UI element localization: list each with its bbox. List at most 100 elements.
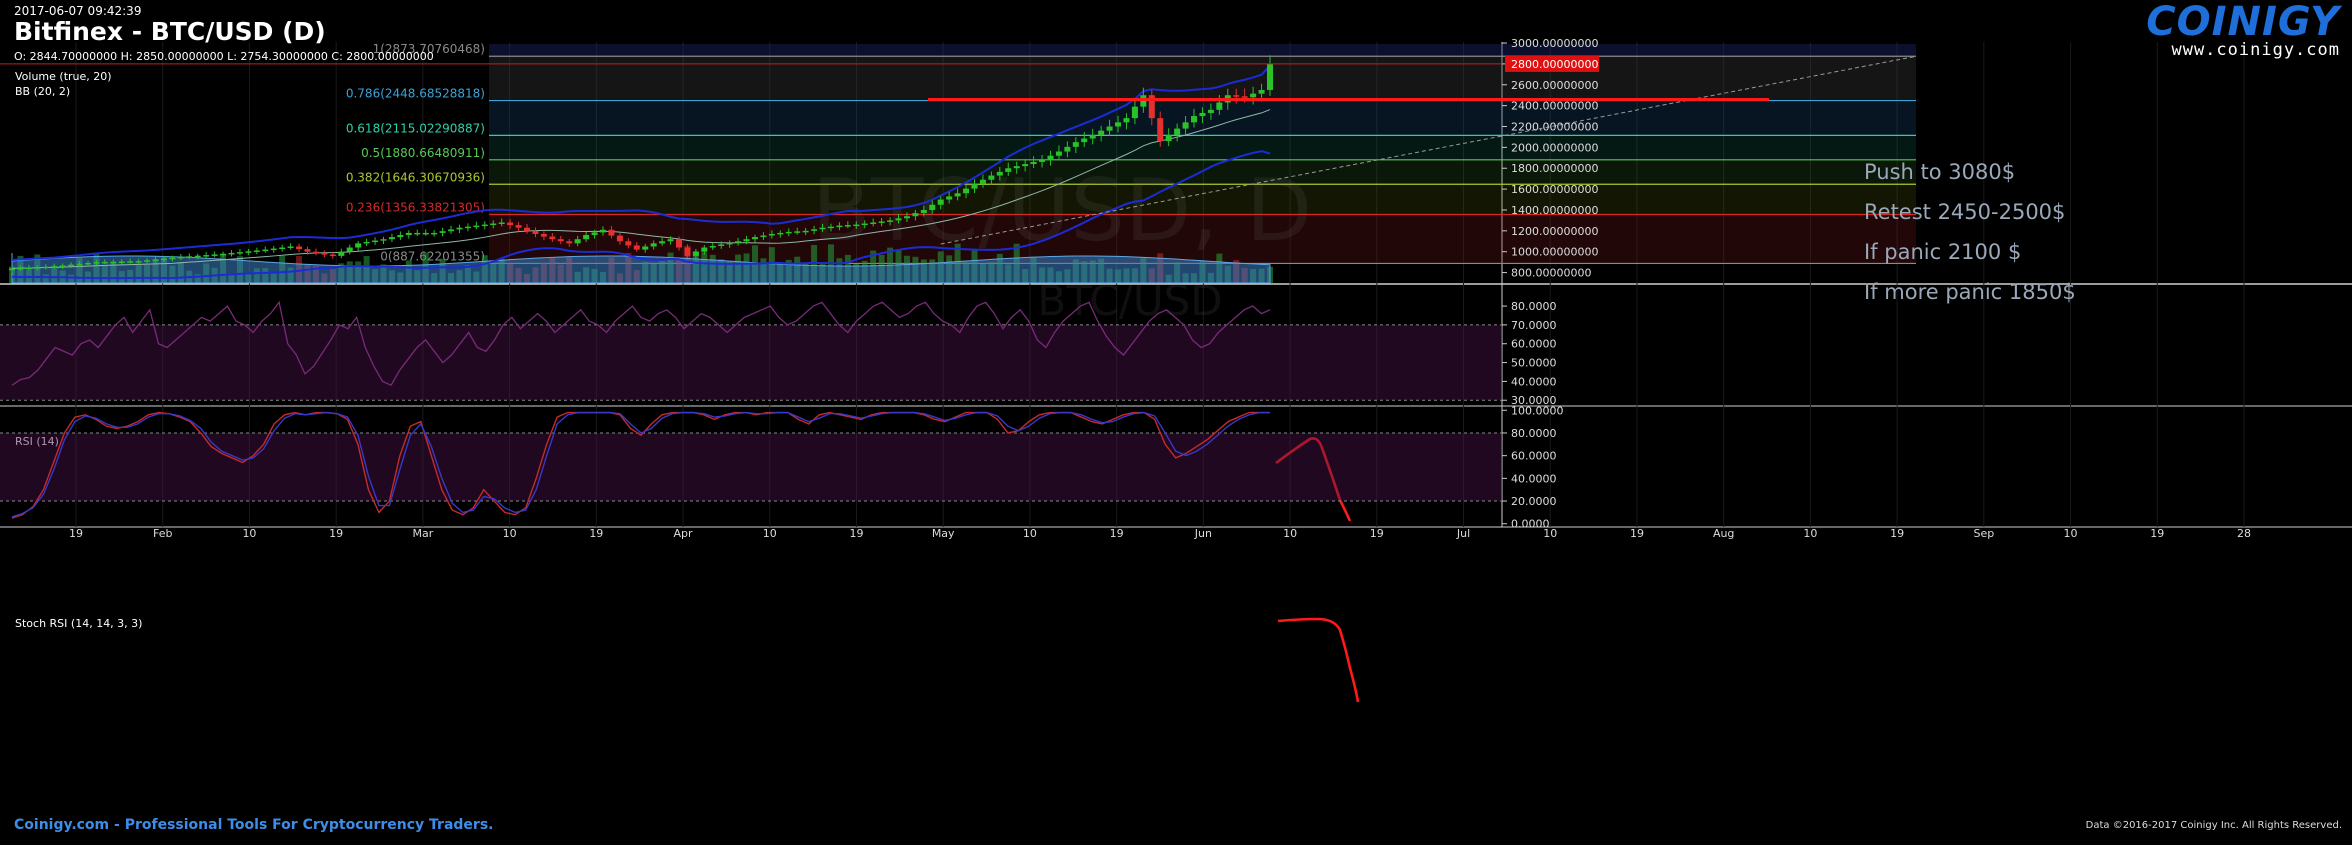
candle-body <box>946 196 953 200</box>
candle-body <box>372 240 379 243</box>
x-tick-label: 10 <box>1023 527 1037 540</box>
candle-body <box>312 251 319 254</box>
y-tick-label: 2200.00000000 <box>1511 121 1598 134</box>
stoch-tick-label: 100.0000 <box>1511 404 1564 417</box>
x-tick-label: Mar <box>412 527 433 540</box>
candle-body <box>17 267 24 270</box>
candle-body <box>1047 155 1054 160</box>
candle-body <box>363 241 370 244</box>
candle-body <box>228 252 235 255</box>
candle-body <box>1250 93 1257 98</box>
candle-body <box>768 233 775 236</box>
annotation-note: If panic 2100 $ <box>1864 240 2021 264</box>
candle-body <box>600 229 607 233</box>
candle-body <box>169 257 176 260</box>
candle-body <box>236 252 243 254</box>
coinigy-logo[interactable]: COINIGY www.coinigy.com <box>2146 0 2340 60</box>
bollinger-middle <box>11 109 1271 269</box>
candle-body <box>1106 126 1113 131</box>
rsi-tick-label: 80.0000 <box>1511 300 1557 313</box>
candle-body <box>1064 146 1071 152</box>
x-tick-label: 19 <box>849 527 863 540</box>
candle-body <box>1013 166 1020 169</box>
fib-level-label: 1(2873.70760468) <box>373 42 485 56</box>
stoch-tick-label: 20.0000 <box>1511 495 1557 508</box>
candle-body <box>380 239 387 241</box>
candle-body <box>701 247 708 252</box>
candle-body <box>287 246 294 248</box>
candle-body <box>1216 102 1223 110</box>
y-tick-label: 1400.00000000 <box>1511 204 1598 217</box>
current-price-label: 2800.00000000 <box>1511 58 1598 71</box>
candle-body <box>1072 142 1079 147</box>
candle-body <box>1258 89 1265 94</box>
y-tick-label: 2400.00000000 <box>1511 100 1598 113</box>
x-tick-label: 10 <box>1543 527 1557 540</box>
candle-body <box>279 247 286 250</box>
candle-body <box>1005 168 1012 172</box>
candle-body <box>591 232 598 236</box>
x-tick-label: 10 <box>1283 527 1297 540</box>
candle-body <box>1267 63 1273 90</box>
candle-body <box>127 261 134 263</box>
x-tick-label: 10 <box>2064 527 2078 540</box>
y-tick-label: 2000.00000000 <box>1511 141 1598 154</box>
candle-body <box>68 264 75 267</box>
candle-body <box>996 171 1003 176</box>
candle-body <box>1030 161 1037 165</box>
fib-level-label: 0.236(1356.33821305) <box>346 201 485 215</box>
candle-body <box>929 204 936 210</box>
rsi-tick-label: 40.0000 <box>1511 375 1557 388</box>
candle-body <box>583 235 590 240</box>
candle-body <box>650 243 657 247</box>
candle-body <box>878 221 885 223</box>
candle-body <box>152 259 159 261</box>
candle-body <box>25 267 32 270</box>
candle-body <box>338 251 345 256</box>
stoch-tick-label: 0.0000 <box>1511 518 1550 531</box>
candle-body <box>481 224 488 227</box>
rsi-line <box>11 300 1271 386</box>
fib-zone <box>489 184 1916 215</box>
chart-title: Bitfinex - BTC/USD (D) <box>14 17 326 46</box>
candle-body <box>253 250 260 252</box>
candle-body <box>405 232 412 236</box>
x-tick-label: Sep <box>1973 527 1994 540</box>
candle-body <box>1157 118 1164 142</box>
candle-body <box>937 199 944 205</box>
fib-level-label: 0.786(2448.68528818) <box>346 87 485 101</box>
footer-link[interactable]: Coinigy.com - Professional Tools For Cry… <box>14 817 494 833</box>
candle-body <box>895 218 902 221</box>
y-tick-label: 2600.00000000 <box>1511 79 1598 92</box>
rsi-title: RSI (14) <box>15 435 59 448</box>
watermark-main: BTC/USD, D <box>812 161 1312 261</box>
candle-body <box>709 245 716 248</box>
x-tick-label: 10 <box>1803 527 1817 540</box>
stoch-drawing <box>1277 617 1360 703</box>
fib-zone-top <box>489 44 1916 57</box>
candle-body <box>1165 134 1172 142</box>
candle-body <box>777 232 784 235</box>
candle-body <box>296 246 303 250</box>
candle-body <box>456 227 463 230</box>
candle-body <box>659 241 666 244</box>
candle-body <box>1081 138 1088 143</box>
candle-body <box>718 244 725 246</box>
candle-body <box>51 266 58 268</box>
candle-body <box>473 225 480 228</box>
candle-body <box>566 241 573 244</box>
candle-body <box>1022 164 1029 167</box>
candles <box>9 55 1273 273</box>
x-tick-label: 19 <box>329 527 343 540</box>
candle-body <box>836 225 843 228</box>
candle-body <box>616 235 623 242</box>
candle-body <box>920 209 927 214</box>
candle-body <box>9 268 15 271</box>
x-tick-label: 10 <box>503 527 517 540</box>
candle-body <box>515 225 522 228</box>
candle-body <box>211 254 218 256</box>
candle-body <box>1115 122 1122 127</box>
candle-body <box>59 265 66 267</box>
candle-body <box>84 262 91 265</box>
